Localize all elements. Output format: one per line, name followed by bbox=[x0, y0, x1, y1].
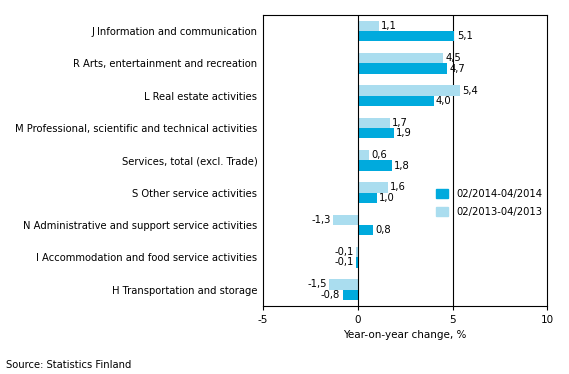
Bar bbox=[356, 247, 358, 257]
Bar bbox=[358, 118, 390, 128]
Bar bbox=[358, 225, 373, 235]
Bar bbox=[343, 289, 358, 300]
Text: Source: Statistics Finland: Source: Statistics Finland bbox=[6, 360, 131, 370]
Text: -1,5: -1,5 bbox=[307, 279, 327, 289]
Text: 1,1: 1,1 bbox=[381, 21, 397, 31]
Legend: 02/2014-04/2014, 02/2013-04/2013: 02/2014-04/2014, 02/2013-04/2013 bbox=[436, 188, 542, 217]
Text: 4,5: 4,5 bbox=[446, 53, 461, 63]
Text: -0,1: -0,1 bbox=[334, 257, 353, 267]
Bar bbox=[358, 150, 369, 160]
X-axis label: Year-on-year change, %: Year-on-year change, % bbox=[344, 330, 467, 340]
Bar bbox=[358, 85, 460, 96]
Bar bbox=[358, 193, 377, 203]
Bar bbox=[358, 160, 392, 171]
Text: 4,0: 4,0 bbox=[436, 96, 451, 106]
Text: 1,0: 1,0 bbox=[379, 193, 395, 203]
Text: 5,4: 5,4 bbox=[463, 86, 478, 96]
Bar bbox=[329, 279, 358, 289]
Text: -1,3: -1,3 bbox=[311, 215, 331, 225]
Bar bbox=[358, 128, 394, 138]
Bar bbox=[358, 31, 455, 42]
Text: 1,7: 1,7 bbox=[392, 118, 408, 128]
Text: 1,6: 1,6 bbox=[390, 183, 406, 193]
Text: 4,7: 4,7 bbox=[449, 64, 465, 74]
Text: 0,8: 0,8 bbox=[375, 225, 391, 235]
Bar bbox=[358, 53, 443, 64]
Text: -0,8: -0,8 bbox=[321, 290, 340, 300]
Bar bbox=[333, 215, 358, 225]
Text: 1,9: 1,9 bbox=[396, 128, 412, 138]
Text: -0,1: -0,1 bbox=[334, 247, 353, 257]
Bar bbox=[358, 21, 378, 31]
Bar bbox=[358, 96, 434, 106]
Text: 0,6: 0,6 bbox=[372, 150, 387, 160]
Bar bbox=[358, 182, 388, 193]
Bar bbox=[358, 64, 447, 74]
Text: 1,8: 1,8 bbox=[394, 160, 410, 171]
Bar bbox=[356, 257, 358, 268]
Text: 5,1: 5,1 bbox=[457, 31, 473, 41]
